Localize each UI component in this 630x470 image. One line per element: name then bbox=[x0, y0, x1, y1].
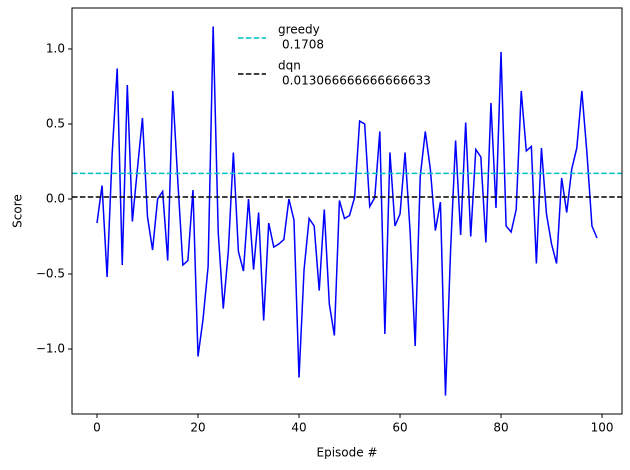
y-tick-label: −1.0 bbox=[36, 342, 65, 356]
x-tick-label: 100 bbox=[591, 421, 614, 435]
x-axis-label: Episode # bbox=[317, 446, 378, 460]
plot-frame bbox=[71, 7, 623, 415]
y-axis-label: Score bbox=[11, 194, 25, 228]
y-tick-label: −0.5 bbox=[36, 267, 65, 281]
x-tick-label: 60 bbox=[392, 421, 407, 435]
legend-value: 0.013066666666666633 bbox=[282, 74, 431, 88]
data-line bbox=[96, 26, 598, 396]
y-tick-label: 0.5 bbox=[46, 116, 65, 130]
x-tick-label: 20 bbox=[190, 421, 205, 435]
y-tick-label: 0.0 bbox=[46, 191, 65, 205]
x-tick-label: 40 bbox=[291, 421, 306, 435]
legend-label: dqn bbox=[278, 59, 301, 73]
x-tick-label: 80 bbox=[493, 421, 508, 435]
legend-label: greedy bbox=[278, 23, 320, 37]
y-tick-label: 1.0 bbox=[46, 41, 65, 55]
legend-value: 0.1708 bbox=[282, 38, 324, 52]
x-tick-label: 0 bbox=[93, 421, 101, 435]
